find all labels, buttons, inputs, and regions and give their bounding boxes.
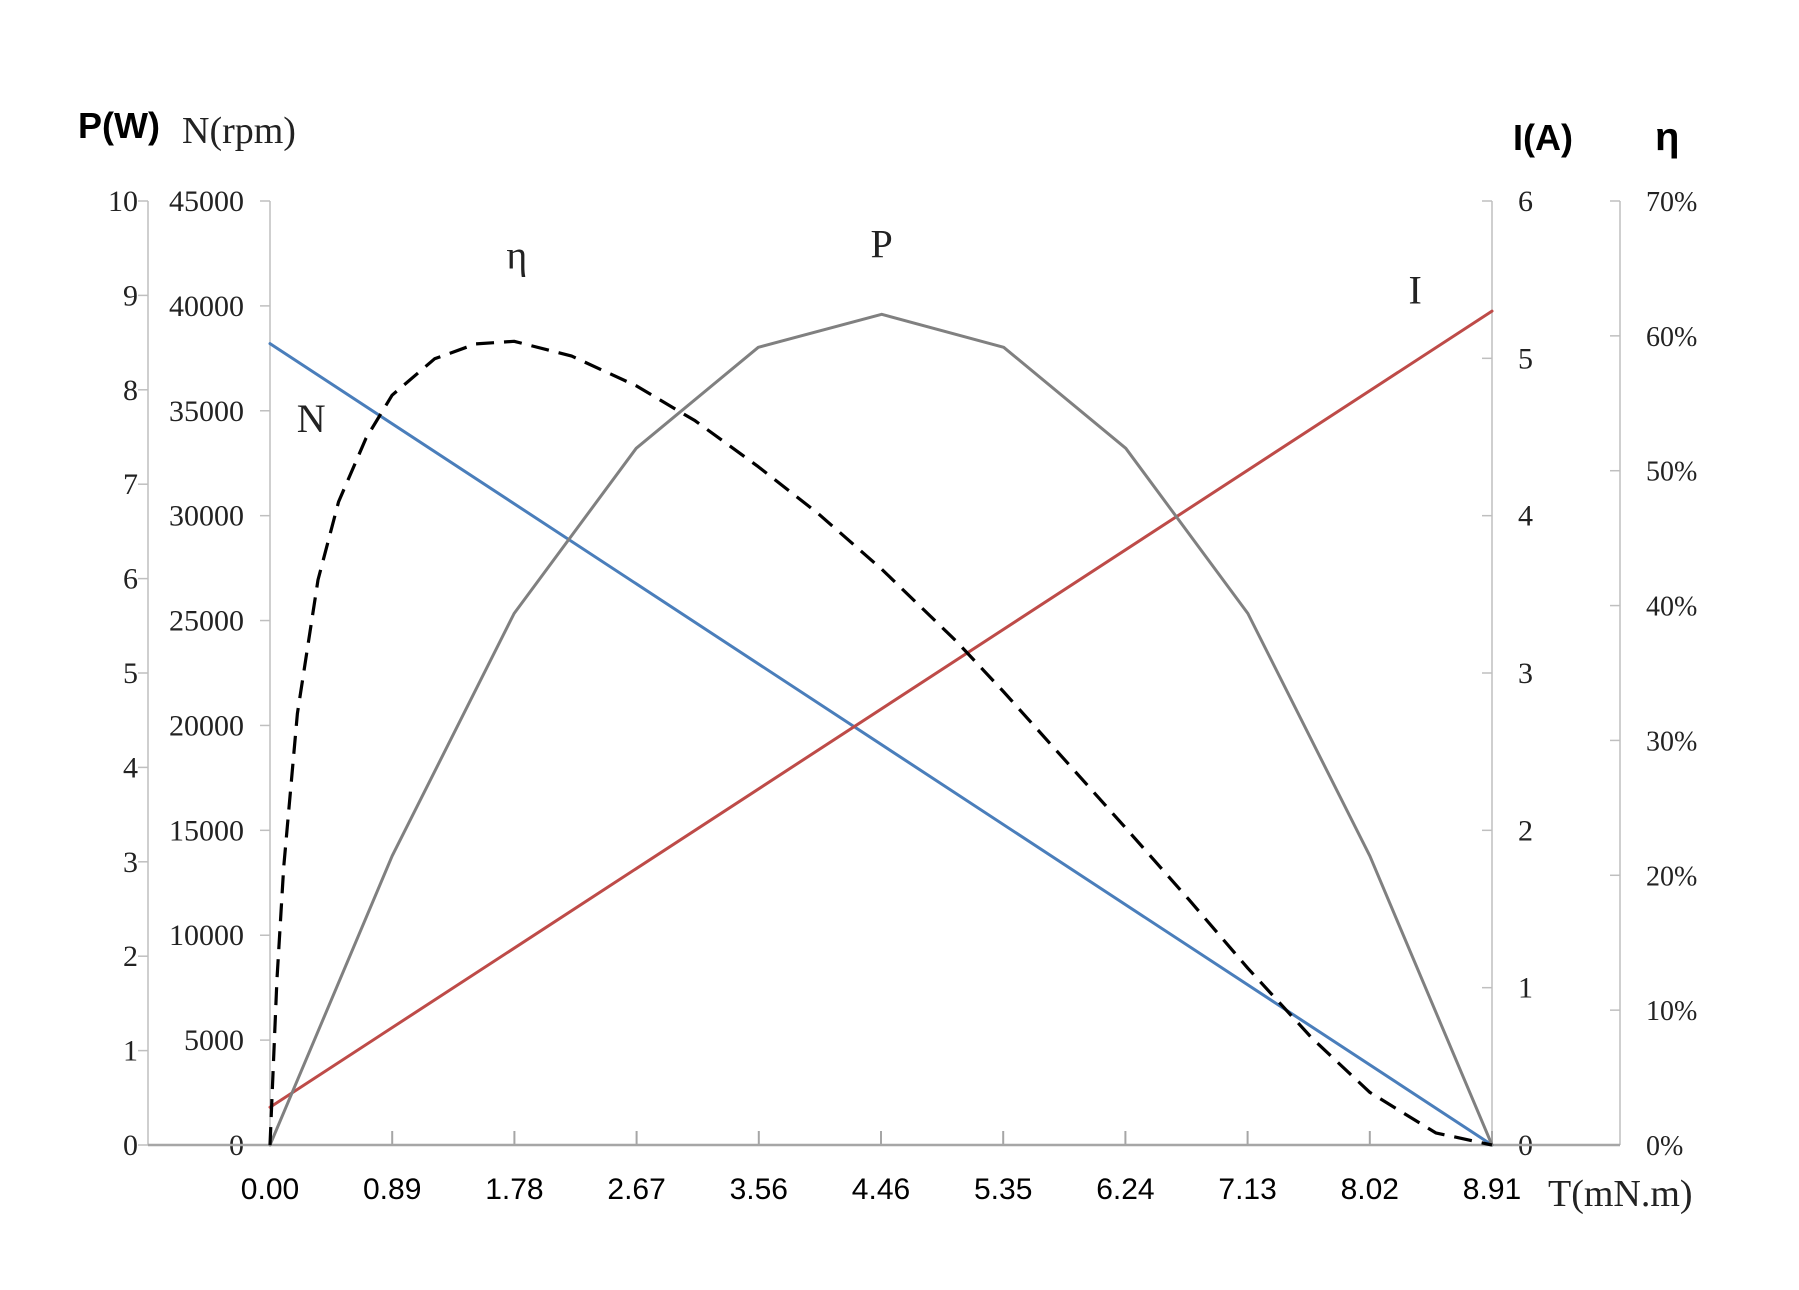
power-tick-label: 3 bbox=[123, 846, 138, 879]
torque-tick-label: 4.46 bbox=[852, 1173, 910, 1206]
current-tick-label: 5 bbox=[1518, 342, 1533, 375]
efficiency-tick-label: 40% bbox=[1646, 592, 1697, 623]
axes: 0123456789100500010000150002000025000300… bbox=[108, 185, 1697, 1206]
power-tick-label: 6 bbox=[123, 563, 138, 596]
series-label-i: I bbox=[1409, 267, 1422, 312]
torque-tick-label: 2.67 bbox=[607, 1173, 665, 1206]
speed-axis-title: N(rpm) bbox=[182, 110, 296, 152]
power-tick-label: 8 bbox=[123, 374, 138, 407]
current-tick-label: 4 bbox=[1518, 500, 1533, 533]
power-tick-label: 4 bbox=[123, 751, 138, 784]
power-tick-label: 5 bbox=[123, 657, 138, 690]
series-line-i bbox=[268, 309, 1494, 1109]
power-axis-title: P(W) bbox=[78, 105, 160, 146]
efficiency-tick-label: 50% bbox=[1646, 457, 1697, 488]
power-tick-label: 2 bbox=[123, 940, 138, 973]
series-label-p: P bbox=[871, 222, 893, 267]
efficiency-tick-label: 60% bbox=[1646, 322, 1697, 353]
series bbox=[268, 309, 1494, 1147]
series-label-eta: η bbox=[506, 232, 527, 277]
torque-tick-label: 7.13 bbox=[1218, 1173, 1276, 1206]
speed-tick-label: 45000 bbox=[169, 185, 244, 218]
efficiency-tick-label: 20% bbox=[1646, 861, 1697, 892]
current-tick-label: 1 bbox=[1518, 972, 1533, 1005]
torque-tick-label: 8.91 bbox=[1463, 1173, 1521, 1206]
speed-tick-label: 10000 bbox=[169, 919, 244, 952]
torque-tick-label: 5.35 bbox=[974, 1173, 1032, 1206]
speed-tick-label: 25000 bbox=[169, 605, 244, 638]
axis-titles: P(W) N(rpm) I(A) η T(mN.m) bbox=[78, 105, 1693, 1215]
efficiency-tick-label: 30% bbox=[1646, 726, 1697, 757]
speed-tick-label: 35000 bbox=[169, 395, 244, 428]
torque-tick-label: 8.02 bbox=[1341, 1173, 1399, 1206]
torque-tick-label: 6.24 bbox=[1096, 1173, 1154, 1206]
efficiency-tick-label: 70% bbox=[1646, 187, 1697, 218]
series-label-n: N bbox=[297, 396, 326, 441]
efficiency-axis-title: η bbox=[1655, 115, 1679, 159]
efficiency-tick-label: 10% bbox=[1646, 996, 1697, 1027]
speed-tick-label: 40000 bbox=[169, 290, 244, 323]
speed-tick-label: 30000 bbox=[169, 500, 244, 533]
power-tick-label: 1 bbox=[123, 1035, 138, 1068]
torque-tick-label: 0.00 bbox=[241, 1173, 299, 1206]
torque-tick-label: 1.78 bbox=[485, 1173, 543, 1206]
power-tick-label: 0 bbox=[123, 1129, 138, 1162]
efficiency-tick-label: 0% bbox=[1646, 1131, 1683, 1162]
series-line-eta bbox=[268, 339, 1493, 1147]
speed-tick-label: 20000 bbox=[169, 709, 244, 742]
current-axis-title: I(A) bbox=[1513, 117, 1573, 158]
speed-tick-label: 15000 bbox=[169, 814, 244, 847]
series-line-p bbox=[268, 312, 1494, 1147]
power-tick-label: 7 bbox=[123, 468, 138, 501]
torque-tick-label: 0.89 bbox=[363, 1173, 421, 1206]
torque-axis-title: T(mN.m) bbox=[1548, 1173, 1693, 1215]
speed-tick-label: 5000 bbox=[184, 1024, 244, 1057]
torque-tick-label: 3.56 bbox=[730, 1173, 788, 1206]
current-tick-label: 2 bbox=[1518, 814, 1533, 847]
current-tick-label: 3 bbox=[1518, 657, 1533, 690]
power-tick-label: 10 bbox=[108, 185, 138, 218]
current-tick-label: 6 bbox=[1518, 185, 1533, 218]
series-line-n bbox=[268, 342, 1494, 1147]
power-tick-label: 9 bbox=[123, 279, 138, 312]
series-labels: Nη P I bbox=[297, 222, 1422, 441]
